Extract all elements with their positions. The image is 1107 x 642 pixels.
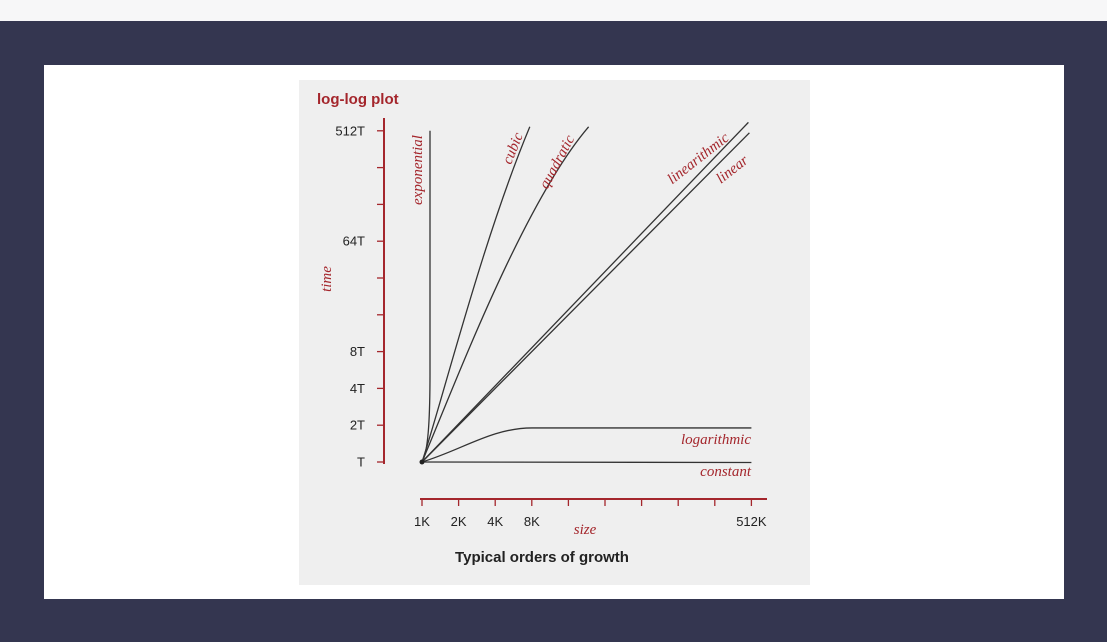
x-tick-label: 512K <box>736 514 767 529</box>
series-quadratic <box>421 126 590 463</box>
growth-chart: log-log plot Typical orders of growth si… <box>317 91 767 566</box>
series-linearithmic <box>421 121 749 463</box>
series-logarithmic <box>421 427 752 463</box>
series-linear <box>421 132 750 463</box>
chart-title: log-log plot <box>317 91 399 108</box>
label-exponential: exponential <box>410 135 426 205</box>
x-tick-label: 2K <box>451 514 467 529</box>
x-tick-label: 1K <box>414 514 430 529</box>
chart-caption: Typical orders of growth <box>455 549 629 566</box>
x-axis-label: size <box>574 522 597 538</box>
growth-figure: log-log plot Typical orders of growth si… <box>299 80 810 585</box>
label-constant: constant <box>700 464 752 480</box>
axes: T 2T 4T 8T 64T 512T 1K 2K 4K 8K 512K <box>335 118 767 529</box>
label-cubic: cubic <box>500 130 527 166</box>
label-quadratic: quadratic <box>537 132 579 191</box>
y-tick-label: 8T <box>350 344 365 359</box>
y-tick-label: 2T <box>350 418 365 433</box>
label-logarithmic: logarithmic <box>681 432 751 448</box>
series-exponential <box>421 130 431 463</box>
x-tick-label: 4K <box>487 514 503 529</box>
y-tick-label: 64T <box>343 234 365 249</box>
slide-frame: log-log plot Typical orders of growth si… <box>0 21 1107 642</box>
x-tick-label: 8K <box>524 514 540 529</box>
y-tick-label: T <box>357 455 365 470</box>
y-axis-label: time <box>319 266 335 292</box>
slide: log-log plot Typical orders of growth si… <box>44 65 1064 599</box>
series-cubic <box>421 126 531 463</box>
y-tick-label: 512T <box>335 123 365 138</box>
y-tick-label: 4T <box>350 381 365 396</box>
series-constant <box>421 461 752 464</box>
origin-point <box>419 459 425 465</box>
label-linear: linear <box>713 152 751 187</box>
curves <box>419 121 752 465</box>
